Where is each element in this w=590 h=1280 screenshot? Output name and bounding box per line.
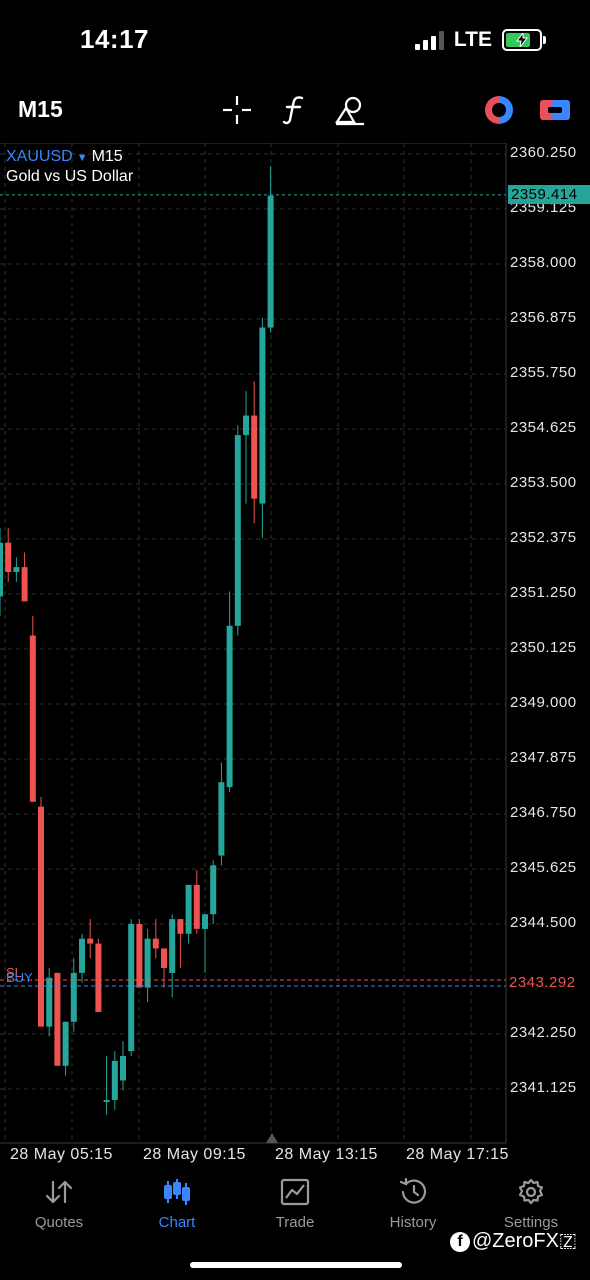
sl-label[interactable]: SL (6, 965, 22, 980)
symbol-timeframe: M15 (91, 148, 123, 165)
home-indicator[interactable] (190, 1262, 402, 1268)
candle (120, 1041, 126, 1091)
watermark: f @ZeroFX🇿 (450, 1230, 577, 1253)
price-tick-label: 2358.000 (510, 254, 577, 271)
battery-icon (502, 29, 546, 51)
candle (0, 528, 3, 616)
bid-price-label: 2359.414 (508, 185, 590, 204)
candle (5, 528, 12, 582)
quotes-arrows-icon (45, 1180, 73, 1204)
candle (144, 928, 151, 1003)
price-tick-label: 2352.375 (510, 529, 577, 546)
price-tick-label: 2345.625 (510, 859, 577, 876)
nav-trade[interactable]: Trade (236, 1172, 354, 1242)
nav-history[interactable]: History (354, 1172, 472, 1242)
nav-chart[interactable]: Chart (118, 1172, 236, 1242)
candle (54, 972, 61, 1066)
nav-chart-label: Chart (158, 1214, 196, 1231)
price-tick-label: 2346.750 (510, 804, 577, 821)
indicators-f-icon[interactable] (278, 92, 310, 128)
candle (259, 317, 266, 538)
status-indicators: LTE (414, 28, 546, 52)
price-tick-label: 2341.125 (510, 1079, 577, 1096)
candlestick-chart[interactable] (0, 143, 590, 1173)
candle (87, 919, 94, 959)
trade-chart-icon (280, 1178, 310, 1206)
nav-trade-label: Trade (275, 1214, 315, 1231)
candle (111, 1051, 118, 1110)
candle (251, 381, 258, 524)
candle (79, 933, 85, 983)
price-chart[interactable] (0, 143, 590, 1173)
nav-quotes-label: Quotes (34, 1214, 84, 1231)
candle (267, 166, 274, 333)
price-tick-label: 2355.750 (510, 364, 577, 381)
candle (152, 919, 159, 959)
chart-candles-icon (164, 1179, 190, 1205)
candle (177, 919, 184, 968)
time-tick-label: 28 May 17:15 (406, 1146, 509, 1163)
price-tick-label: 2349.000 (510, 694, 577, 711)
settings-gear-icon (518, 1178, 544, 1205)
candle (234, 425, 241, 636)
buy-position-label[interactable]: BUY (6, 970, 33, 985)
facebook-icon: f (450, 1231, 470, 1252)
candle (103, 1056, 110, 1115)
candle (29, 616, 36, 802)
symbol-header[interactable]: XAUUSD ▼ M15 (6, 148, 123, 166)
nav-quotes[interactable]: Quotes (0, 1172, 118, 1242)
candle (243, 391, 249, 504)
candle (95, 938, 102, 1012)
history-clock-icon (399, 1178, 427, 1204)
time-tick-label: 28 May 13:15 (275, 1146, 378, 1163)
price-tick-label: 2354.625 (510, 419, 577, 436)
candle (202, 914, 208, 973)
candle (13, 557, 20, 582)
nav-settings[interactable]: Settings (472, 1172, 590, 1242)
candle (218, 762, 225, 866)
price-tick-label: 2347.875 (510, 749, 577, 766)
bottom-navigation: Quotes Chart Trade History Settings (0, 1172, 590, 1242)
objects-icon[interactable] (334, 92, 366, 128)
one-click-trading-icon[interactable] (483, 92, 515, 128)
candle (38, 796, 44, 1027)
candle (210, 860, 217, 924)
candle (169, 914, 176, 998)
signal-icon (414, 30, 444, 50)
candle (62, 1021, 69, 1076)
time-tick-label: 28 May 09:15 (143, 1146, 246, 1163)
candle (70, 958, 77, 1032)
price-tick-label: 2350.125 (510, 639, 577, 656)
timeframe-button[interactable]: M15 (18, 96, 63, 122)
nav-settings-label: Settings (503, 1214, 559, 1231)
network-label: LTE (453, 28, 492, 51)
candle (185, 884, 192, 944)
symbol-dropdown-icon[interactable]: ▼ (76, 152, 88, 164)
symbol-name[interactable]: XAUUSD (6, 148, 73, 165)
position-level-label: 2343.292 (509, 974, 576, 991)
candle (161, 948, 167, 988)
symbol-description: Gold vs US Dollar (6, 168, 134, 185)
price-tick-label: 2360.250 (510, 144, 577, 161)
candle (226, 591, 233, 792)
trade-panel-icon[interactable] (539, 92, 571, 128)
nav-history-label: History (389, 1214, 437, 1231)
price-tick-label: 2342.250 (510, 1024, 577, 1041)
watermark-text: @ZeroFX🇿 (472, 1230, 577, 1252)
crosshair-icon[interactable] (221, 92, 253, 128)
candle (128, 919, 135, 1056)
status-time: 14:17 (80, 24, 149, 54)
price-tick-label: 2344.500 (510, 914, 577, 931)
candle (136, 919, 143, 988)
candle (21, 552, 28, 602)
candle (46, 968, 53, 1037)
price-tick-label: 2353.500 (510, 474, 577, 491)
time-tick-label: 28 May 05:15 (10, 1146, 113, 1163)
chart-shift-marker (266, 1133, 278, 1143)
price-tick-label: 2351.250 (510, 584, 577, 601)
candle (193, 870, 200, 934)
price-tick-label: 2356.875 (510, 309, 577, 326)
